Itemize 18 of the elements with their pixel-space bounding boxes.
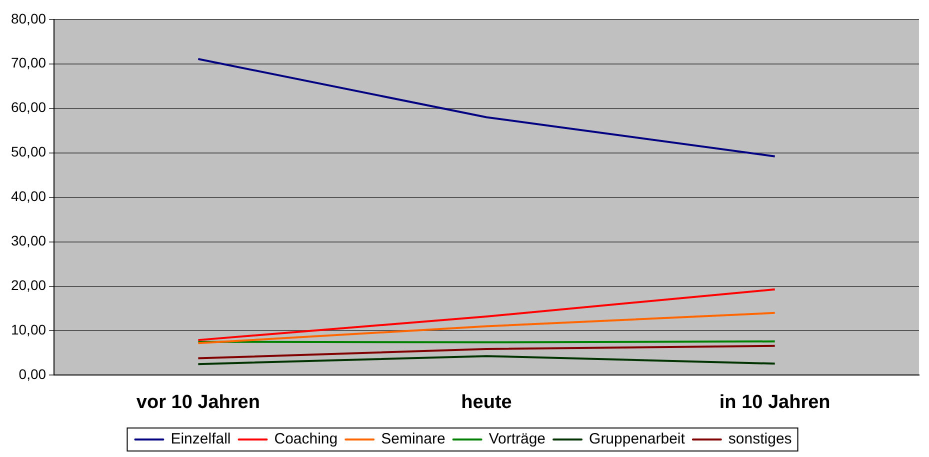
y-tick-label: 60,00 [10, 99, 46, 116]
legend-label: Coaching [274, 430, 338, 448]
x-tick-label: heute [461, 392, 512, 413]
x-tick-label: in 10 Jahren [719, 392, 830, 413]
y-tick-label: 0,00 [18, 366, 46, 382]
y-tick-label: 30,00 [10, 232, 46, 249]
x-tick-label: vor 10 Jahren [136, 392, 260, 413]
legend-label: Seminare [381, 430, 446, 448]
y-tick-label: 20,00 [10, 277, 46, 294]
legend-label: Einzelfall [170, 430, 231, 448]
y-tick-label: 40,00 [10, 188, 46, 204]
y-tick-label: 80,00 [10, 10, 46, 26]
legend-label: sonstiges [728, 430, 792, 448]
y-tick-label: 50,00 [10, 144, 46, 160]
legend-label: Gruppenarbeit [589, 430, 686, 448]
y-tick-label: 10,00 [10, 322, 46, 338]
legend-label: Vorträge [488, 430, 546, 448]
y-tick-label: 70,00 [10, 54, 46, 71]
